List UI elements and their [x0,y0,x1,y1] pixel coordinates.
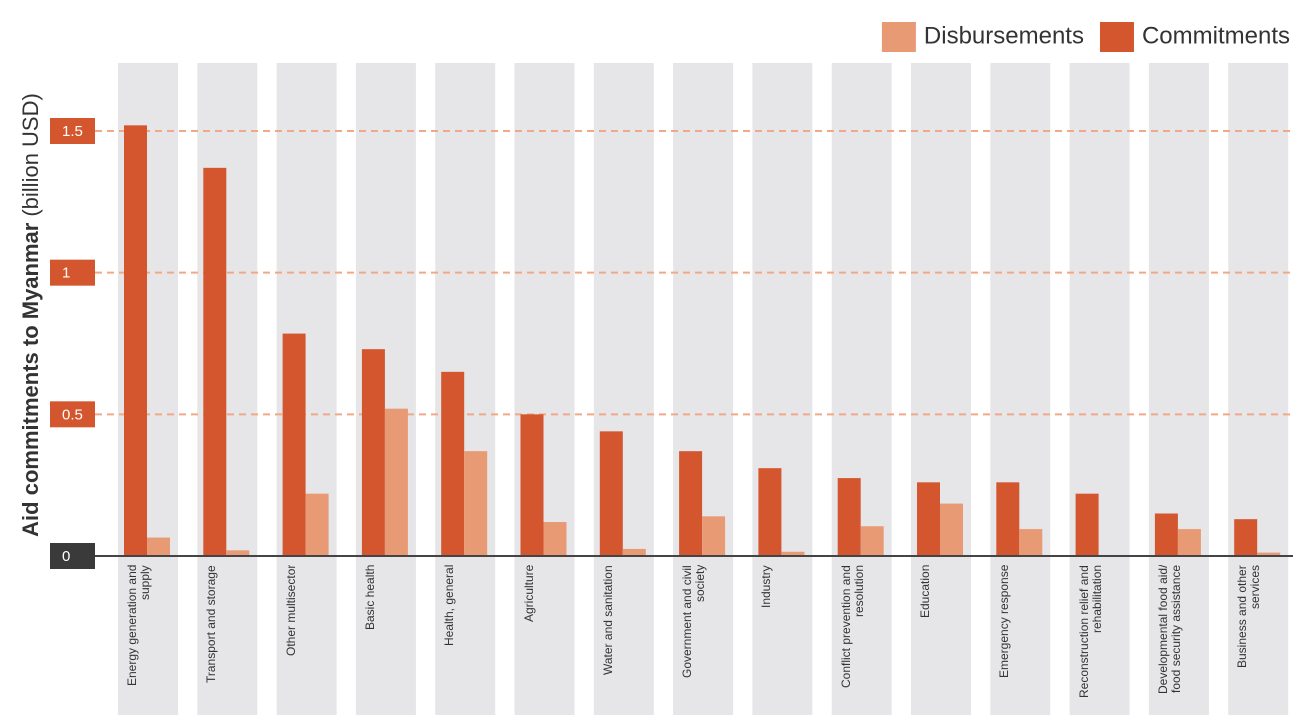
category-band [514,63,575,715]
legend-swatch [1099,22,1134,52]
category-band [911,63,971,715]
bar [1154,513,1178,556]
bar [520,414,544,556]
bar [203,167,227,557]
y-tick-box [50,118,95,144]
bar [679,451,703,556]
bar [361,349,385,556]
bar [781,551,805,556]
x-tick-label: Industry [760,565,774,608]
x-tick-label: Reconstruction relief and rehabilitation [1077,565,1104,698]
y-tick-box [50,543,95,569]
bar [543,522,567,556]
x-tick-label: Government and civil society [681,565,708,678]
y-tick-label: 1 [62,265,70,282]
bar [147,537,170,556]
category-band [1148,63,1209,715]
x-tick-label: Basic health [363,565,377,631]
category-band [1069,63,1130,715]
y-tick-label: 1.5 [62,123,83,140]
bar [305,493,329,556]
bar [464,451,488,556]
bar [758,468,782,556]
bar [226,550,250,556]
category-band [831,63,892,715]
bar [917,482,940,556]
legend-swatch [881,22,916,52]
bar [1234,519,1258,556]
bar [441,371,465,556]
y-tick-box [50,259,95,286]
bar [384,408,408,556]
category-band [593,63,654,715]
x-tick-label: Conflict prevention and resolution [839,565,866,688]
y-tick-label: 0 [62,548,70,565]
y-tick-box [50,401,95,428]
bar [860,526,884,556]
y-axis-title-unit: (billion USD) [18,93,43,216]
category-band [673,63,734,715]
bar [622,548,646,556]
bar [837,478,861,556]
x-tick-label: Education [919,565,932,619]
y-axis-title-main: Aid commitments to Myanmar [18,222,43,537]
bar [599,431,623,556]
x-tick-label: Transport and storage [205,565,219,683]
bar [940,503,963,556]
bar [1075,493,1099,556]
legend-label: Disbursements [924,22,1084,49]
bar [282,333,306,556]
bar [1257,552,1281,556]
bar [996,482,1020,556]
bar [702,516,726,556]
x-tick-label: Health, general [443,565,457,647]
bar [1019,529,1043,556]
bar [1177,529,1201,556]
y-tick-label: 0.5 [62,406,83,423]
x-tick-label: Other multisector [284,565,298,657]
category-band [990,63,1051,715]
x-tick-label: Business and other services [1236,565,1263,668]
x-tick-label: Agriculture [522,565,536,623]
x-tick-label: Developmental food aid/ food security as… [1156,565,1183,695]
bar [124,125,147,556]
x-tick-label: Energy generation and supply [126,565,152,687]
category-band [1228,63,1289,715]
category-band [752,63,813,715]
x-tick-label: Water and sanitation [601,565,615,675]
legend-label: Commitments [1142,22,1290,49]
y-axis-title: Aid commitments to Myanmar (billion USD) [18,93,43,537]
x-tick-label: Emergency response [998,565,1012,679]
